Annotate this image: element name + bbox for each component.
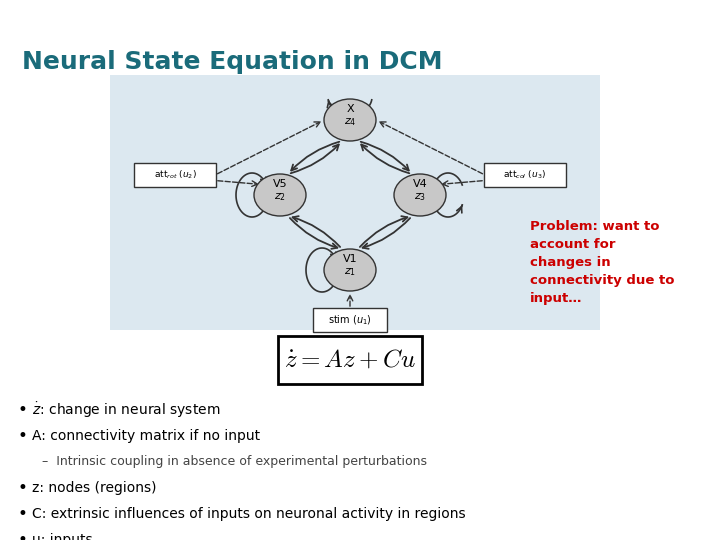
- Text: V1
$z_1$: V1 $z_1$: [343, 254, 357, 278]
- Ellipse shape: [254, 174, 306, 216]
- Text: •: •: [18, 427, 28, 445]
- FancyBboxPatch shape: [484, 163, 566, 187]
- Text: C: extrinsic influences of inputs on neuronal activity in regions: C: extrinsic influences of inputs on neu…: [32, 507, 466, 521]
- Text: •: •: [18, 531, 28, 540]
- Text: Problem: want to
account for
changes in
connectivity due to
input…: Problem: want to account for changes in …: [530, 220, 675, 305]
- Ellipse shape: [324, 249, 376, 291]
- Text: stim $(u_1)$: stim $(u_1)$: [328, 313, 372, 327]
- FancyBboxPatch shape: [110, 75, 600, 330]
- Ellipse shape: [394, 174, 446, 216]
- FancyBboxPatch shape: [278, 336, 422, 384]
- Text: att$_{rot}$ $(u_2)$: att$_{rot}$ $(u_2)$: [153, 168, 197, 181]
- Text: •: •: [18, 479, 28, 497]
- Text: V5
$z_2$: V5 $z_2$: [273, 179, 287, 203]
- Text: X
$z_4$: X $z_4$: [343, 104, 356, 128]
- Text: A: connectivity matrix if no input: A: connectivity matrix if no input: [32, 429, 260, 443]
- FancyBboxPatch shape: [134, 163, 216, 187]
- Text: •: •: [18, 505, 28, 523]
- Text: Neural State Equation in DCM: Neural State Equation in DCM: [22, 50, 443, 74]
- Text: $\dot{z} = Az + Cu$: $\dot{z} = Az + Cu$: [284, 348, 416, 372]
- Text: z: nodes (regions): z: nodes (regions): [32, 481, 156, 495]
- Text: V4
$z_3$: V4 $z_3$: [413, 179, 428, 203]
- Ellipse shape: [324, 99, 376, 141]
- Text: u: inputs: u: inputs: [32, 533, 93, 540]
- FancyBboxPatch shape: [313, 308, 387, 332]
- Text: •: •: [18, 401, 28, 419]
- Text: att$_{col}$ $(u_3)$: att$_{col}$ $(u_3)$: [503, 168, 546, 181]
- Text: –  Intrinsic coupling in absence of experimental perturbations: – Intrinsic coupling in absence of exper…: [42, 456, 427, 469]
- Text: $\dot{z}$: change in neural system: $\dot{z}$: change in neural system: [32, 400, 220, 420]
